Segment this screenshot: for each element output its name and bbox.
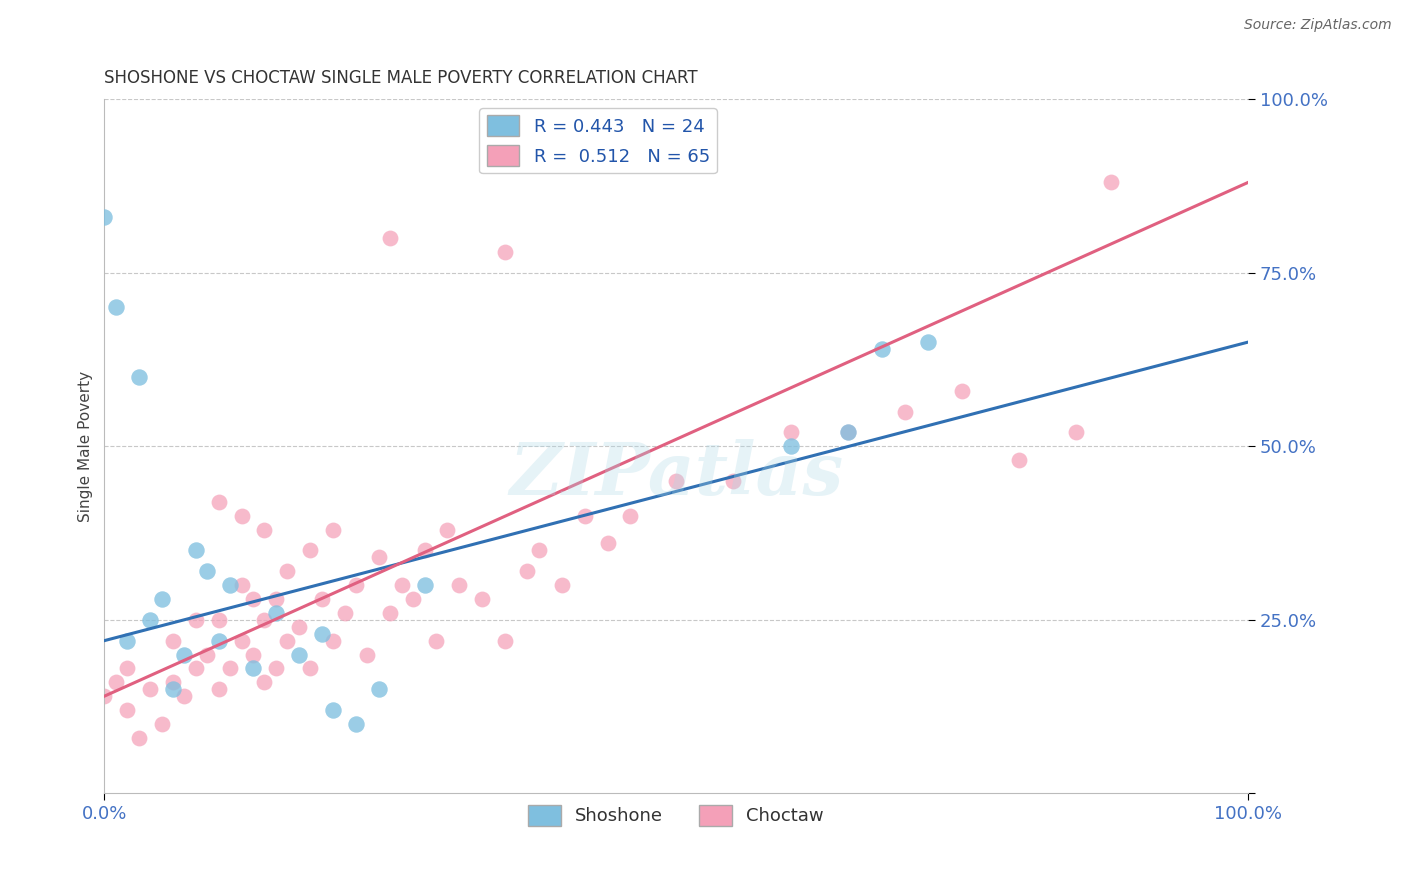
Point (231, 578, 253, 592)
Point (264, 606, 287, 620)
Point (162, 682, 184, 697)
Point (1066, 425, 1088, 440)
Point (173, 689, 195, 703)
Point (356, 648, 378, 662)
Point (494, 244, 516, 259)
Point (288, 620, 311, 634)
Point (128, 369, 150, 384)
Point (344, 717, 367, 731)
Point (596, 536, 619, 550)
Point (1008, 453, 1031, 467)
Point (837, 425, 859, 440)
Point (128, 731, 150, 745)
Point (264, 592, 287, 607)
Point (299, 661, 322, 675)
Point (104, 301, 127, 315)
Point (195, 648, 218, 662)
Point (413, 578, 436, 592)
Point (494, 633, 516, 648)
Point (413, 543, 436, 558)
Point (276, 633, 298, 648)
Point (402, 592, 425, 607)
Point (184, 661, 207, 675)
Point (276, 564, 298, 578)
Point (436, 523, 458, 537)
Point (619, 508, 641, 523)
Point (231, 508, 253, 523)
Point (117, 661, 139, 675)
Text: ZIPatlas: ZIPatlas (509, 439, 844, 509)
Point (93, 689, 115, 703)
Point (208, 495, 231, 509)
Point (173, 648, 195, 662)
Point (208, 633, 231, 648)
Point (117, 633, 139, 648)
Point (380, 231, 402, 245)
Point (231, 633, 253, 648)
Point (139, 682, 162, 697)
Point (208, 613, 231, 627)
Point (837, 425, 859, 440)
Point (471, 592, 494, 607)
Point (894, 404, 917, 418)
Point (322, 703, 344, 717)
Point (333, 606, 356, 620)
Point (551, 578, 574, 592)
Point (344, 578, 367, 592)
Point (288, 648, 311, 662)
Legend: Shoshone, Choctaw: Shoshone, Choctaw (522, 797, 831, 833)
Point (219, 661, 242, 675)
Point (779, 439, 801, 453)
Point (1099, 176, 1122, 190)
Point (104, 675, 127, 690)
Point (299, 543, 322, 558)
Point (391, 578, 413, 592)
Point (516, 564, 538, 578)
Point (950, 384, 973, 398)
Point (870, 342, 893, 356)
Point (150, 717, 173, 731)
Point (367, 682, 389, 697)
Point (380, 606, 402, 620)
Point (184, 543, 207, 558)
Point (425, 633, 447, 648)
Point (322, 633, 344, 648)
Point (150, 592, 173, 607)
Point (367, 550, 389, 565)
Point (917, 335, 939, 350)
Point (242, 661, 264, 675)
Point (162, 633, 184, 648)
Point (93, 210, 115, 224)
Point (219, 578, 242, 592)
Text: Source: ZipAtlas.com: Source: ZipAtlas.com (1244, 18, 1392, 32)
Point (242, 648, 264, 662)
Point (195, 564, 218, 578)
Point (253, 523, 276, 537)
Point (447, 578, 470, 592)
Point (253, 675, 276, 690)
Point (264, 661, 287, 675)
Point (527, 543, 550, 558)
Point (117, 703, 139, 717)
Point (322, 523, 344, 537)
Point (665, 474, 688, 488)
Point (208, 682, 231, 697)
Point (242, 592, 264, 607)
Point (162, 675, 184, 690)
Point (779, 425, 801, 440)
Point (574, 508, 596, 523)
Point (311, 592, 333, 607)
Text: SHOSHONE VS CHOCTAW SINGLE MALE POVERTY CORRELATION CHART: SHOSHONE VS CHOCTAW SINGLE MALE POVERTY … (104, 69, 697, 87)
Point (139, 613, 162, 627)
Y-axis label: Single Male Poverty: Single Male Poverty (79, 371, 93, 522)
Point (184, 613, 207, 627)
Point (311, 626, 333, 640)
Point (723, 474, 745, 488)
Point (253, 613, 276, 627)
